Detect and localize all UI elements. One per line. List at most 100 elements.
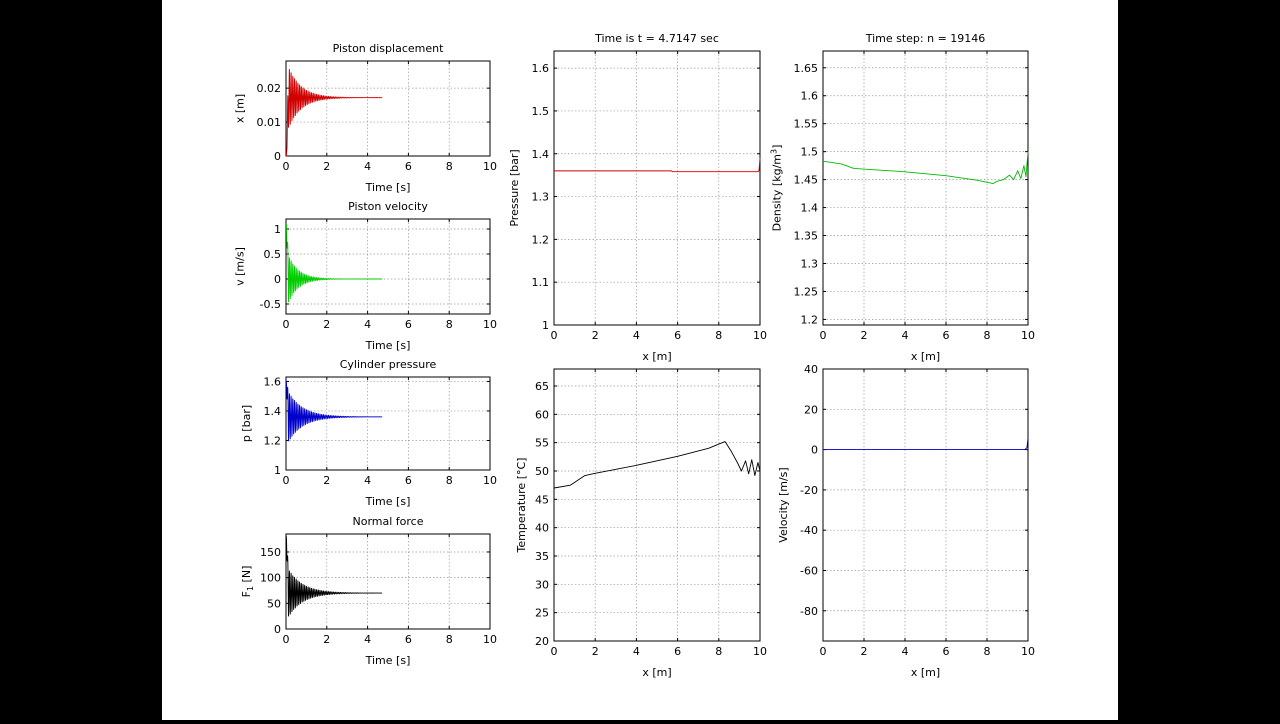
chart-title: Time is t = 4.7147 sec (594, 32, 719, 45)
y-tick-label: 1 (274, 223, 281, 236)
series-line-cylinder-pressure (285, 380, 383, 442)
y-tick-label: 1.65 (794, 62, 819, 75)
y-tick-label: 1.35 (794, 230, 819, 243)
y-tick-label: 1.4 (801, 202, 819, 215)
x-tick-label: 4 (364, 474, 371, 487)
y-axis-label-text: Density [kg/m (771, 154, 784, 231)
axes-frame (822, 368, 1029, 642)
series-line-pressure (554, 157, 761, 173)
chart-title: Time step: n = 19146 (865, 32, 986, 45)
y-tick-label: -20 (800, 484, 818, 497)
axes-frame (822, 50, 1029, 326)
y-tick-label: 35 (535, 550, 549, 563)
series-line-piston-displacement (285, 68, 383, 157)
y-tick-label: 45 (535, 493, 549, 506)
x-tick-label: 2 (592, 329, 599, 342)
chart-title: Piston displacement (333, 42, 445, 55)
x-tick-label: 4 (364, 160, 371, 173)
y-axis-label: Velocity [m/s] (777, 467, 790, 542)
y-tick-label: 1.5 (801, 146, 819, 159)
x-axis-label: Time [s] (365, 339, 411, 352)
y-tick-label: 40 (535, 522, 549, 535)
x-tick-label: 8 (446, 633, 453, 646)
y-tick-label: 150 (260, 546, 281, 559)
y-axis-label-unit: ] (771, 145, 784, 149)
axes-frame (553, 50, 761, 326)
x-tick-label: 0 (551, 645, 558, 658)
x-tick-label: 2 (323, 318, 330, 331)
y-axis-label-text: p [bar] (240, 405, 253, 442)
y-axis-label: Pressure [bar] (508, 149, 521, 226)
y-axis-label-text: Temperature [°C] (515, 458, 528, 554)
y-tick-label: 0.02 (257, 82, 282, 95)
x-tick-label: 0 (283, 633, 290, 646)
x-tick-label: 8 (446, 160, 453, 173)
y-tick-label: 0 (811, 444, 818, 457)
y-tick-label: 1.3 (801, 257, 819, 270)
x-axis-label: x [m] (911, 350, 940, 363)
x-tick-label: 8 (715, 329, 722, 342)
chart-pressure-profile: 0 2 4 6 8 10 1 1.1 1.2 1.3 1.4 1.5 1.6 Time is t = 4.… (508, 32, 767, 363)
axes-frame (285, 376, 491, 471)
x-axis-label: x [m] (642, 666, 671, 679)
x-tick-label: 6 (405, 474, 412, 487)
y-tick-label: 1 (274, 464, 281, 477)
chart-title: Piston velocity (348, 200, 428, 213)
y-tick-label: 1.6 (801, 90, 819, 103)
x-tick-label: 10 (1021, 329, 1035, 342)
y-axis-label-text: Velocity [m/s] (777, 467, 790, 542)
axes-frame (285, 60, 491, 157)
grid-lines (554, 369, 760, 641)
y-tick-label: 1.6 (532, 62, 550, 75)
series-line-piston-velocity (285, 223, 383, 303)
x-axis-label: Time [s] (365, 654, 411, 667)
x-tick-label: 2 (323, 474, 330, 487)
y-axis-label-superscript: 3 (770, 149, 779, 154)
y-tick-label: -80 (800, 605, 818, 618)
axes-frame (553, 368, 761, 642)
x-tick-label: 6 (674, 329, 681, 342)
x-tick-label: 2 (861, 645, 868, 658)
x-tick-label: 6 (943, 645, 950, 658)
chart-temperature-profile: 0 2 4 6 8 10 20 25 30 35 40 45 50 55 60 65 x [m] Temperat… (515, 368, 767, 679)
x-tick-label: 4 (902, 645, 909, 658)
x-tick-label: 0 (820, 329, 827, 342)
y-axis-label-text: v [m/s] (234, 247, 247, 286)
y-tick-label: 1.1 (532, 276, 550, 289)
y-tick-label: -60 (800, 564, 818, 577)
y-tick-label: 100 (260, 572, 281, 585)
series-line-density (822, 151, 1029, 184)
y-tick-label: 50 (267, 597, 281, 610)
x-tick-label: 0 (283, 160, 290, 173)
y-tick-label: 1.4 (264, 405, 282, 418)
x-tick-label: 4 (364, 633, 371, 646)
y-axis-label-unit: [N] (240, 566, 253, 586)
x-tick-label: 2 (592, 645, 599, 658)
x-tick-label: 8 (984, 329, 991, 342)
y-tick-label: 0 (274, 150, 281, 163)
x-tick-label: 10 (483, 474, 497, 487)
x-axis-label: Time [s] (365, 181, 411, 194)
chart-density-profile: 0 2 4 6 8 10 1.2 1.25 1.3 1.35 1.4 1.45 1.5 1.55 1.6 1.… (770, 32, 1035, 363)
y-tick-label: 1.2 (264, 434, 282, 447)
x-tick-label: 6 (943, 329, 950, 342)
grid-lines (286, 377, 490, 470)
y-tick-label: 1.55 (794, 118, 819, 131)
chart-title: Cylinder pressure (340, 358, 437, 371)
y-tick-label: 1.45 (794, 174, 819, 187)
y-tick-label: 1.25 (794, 285, 819, 298)
y-axis-label: Density [kg/m3] (770, 145, 784, 232)
x-tick-label: 4 (633, 645, 640, 658)
y-tick-label: 40 (804, 363, 818, 376)
y-axis-label: Temperature [°C] (515, 458, 528, 554)
y-axis-label-subscript: 1 (246, 586, 255, 591)
series-line-normal-force (285, 536, 383, 617)
x-tick-label: 4 (902, 329, 909, 342)
y-tick-label: 20 (535, 635, 549, 648)
y-axis-label: x [m] (234, 94, 247, 123)
y-tick-label: 1.2 (532, 233, 550, 246)
